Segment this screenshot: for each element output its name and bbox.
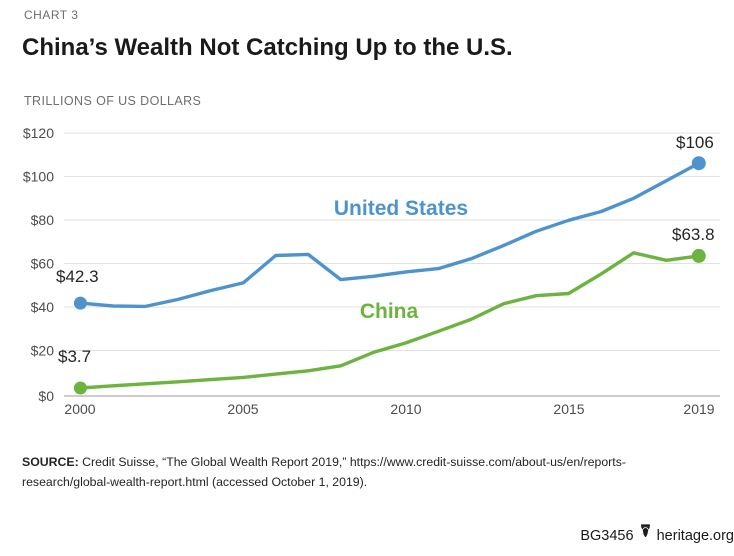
svg-text:$3.7: $3.7 [58,347,91,366]
svg-text:$63.8: $63.8 [672,225,715,244]
svg-text:$42.3: $42.3 [56,267,99,286]
svg-text:2000: 2000 [64,401,95,417]
svg-text:$100: $100 [23,169,54,185]
svg-text:$120: $120 [23,125,54,141]
svg-text:2005: 2005 [227,401,258,417]
svg-text:China: China [360,300,419,323]
svg-text:$20: $20 [31,343,55,359]
svg-text:United States: United States [334,197,468,220]
svg-text:$40: $40 [31,299,55,315]
svg-text:2019: 2019 [683,401,714,417]
svg-text:$60: $60 [31,256,55,272]
svg-text:$80: $80 [31,212,55,228]
svg-text:$106: $106 [676,133,714,152]
svg-text:2015: 2015 [553,401,584,417]
svg-text:$0: $0 [38,388,54,404]
svg-text:2010: 2010 [390,401,421,417]
